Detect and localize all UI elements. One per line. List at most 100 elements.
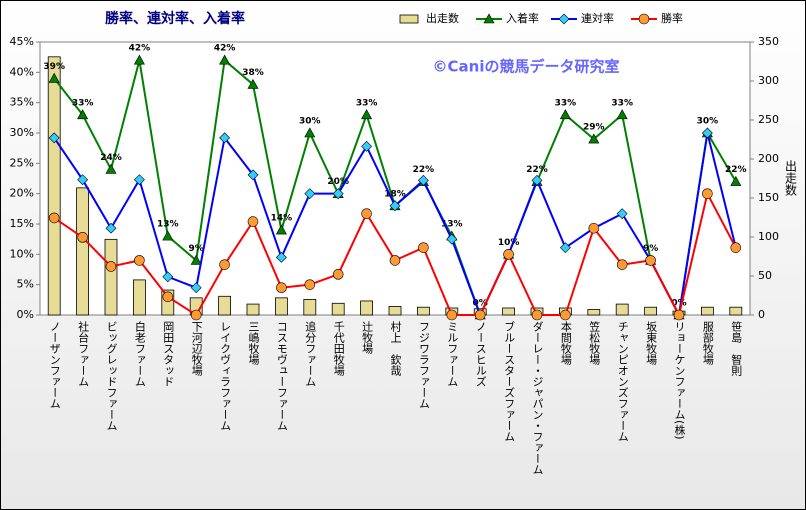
data-label: 13% [157,220,179,230]
y2-tick-label: 250 [758,113,779,126]
marker [389,200,401,212]
marker [275,251,287,263]
marker [446,233,458,245]
plot-area [39,41,751,316]
marker [105,261,117,272]
marker [275,224,287,235]
x-tick-label: 服部牧場 [701,321,714,366]
x-tick-label: 白老ファーム [133,320,146,387]
x-tick-label: 本間牧場 [559,320,572,366]
x-tick-label: ダーレー・ジャパン・ファーム [531,321,544,475]
x-tick-label: 下河辺牧場 [190,321,203,377]
y-tick-label: 35% [10,96,34,109]
marker [361,140,373,152]
bar [303,298,317,316]
marker [105,163,117,174]
x-tick-label: フジワラファーム [417,321,430,409]
data-label: 0% [473,299,488,309]
marker [616,208,628,220]
marker [446,309,458,321]
data-label: 30% [697,117,719,127]
legend-label: 出走数 [426,11,459,25]
marker [531,174,543,186]
x-tick-label: 社台ファーム [77,320,90,387]
bar [132,279,146,316]
chart-title: 勝率、連対率、入着率 [105,10,245,27]
data-label: 42% [214,44,236,54]
marker [531,309,543,321]
marker [190,282,202,294]
marker [332,269,344,280]
x-tick-label: 笹島 智則 [730,321,743,377]
legend-marker [558,13,570,25]
marker [247,78,259,89]
y2-tick-label: 300 [758,74,779,87]
data-label: 33% [356,98,378,108]
x-tick-label: コスモヴューファーム [275,321,288,431]
marker [560,309,571,321]
data-label: 22% [413,165,435,175]
data-label: 38% [242,68,264,78]
bar [274,297,288,316]
y-tick-label: 5% [17,278,34,291]
marker [645,255,656,266]
data-label: 24% [100,153,122,163]
marker [134,255,145,266]
marker [474,309,486,321]
marker [219,132,231,144]
x-tick-label: チャンピオンズファーム [616,321,629,442]
marker [304,279,316,290]
marker [190,309,202,321]
bar [388,306,402,316]
marker [389,255,401,266]
bar [644,306,657,316]
bar [729,306,743,316]
x-tick-label: 追分ファーム [304,320,317,387]
y-tick-label: 30% [10,126,34,139]
marker [701,127,713,139]
data-label: 33% [555,98,577,108]
x-tick-label: ビッグレッドファーム [105,321,118,431]
marker [162,271,174,283]
marker [48,72,60,83]
marker [162,291,174,303]
x-tick-label: レイクヴィラファーム [219,321,232,431]
data-label: 0% [671,299,686,309]
x-tick-label: ブルースターズファーム [503,320,516,442]
bar [360,300,374,316]
marker [219,54,231,65]
y-tick-label: 45% [10,35,34,48]
data-label: 33% [72,98,94,108]
marker [247,169,259,181]
legend-marker [638,13,650,25]
data-label: 30% [299,117,321,127]
x-tick-label: 岡田スタッド [162,321,175,387]
bar [615,303,629,316]
y-tick-label: 0% [17,308,34,321]
marker [702,188,713,199]
legend-swatch [399,14,419,24]
marker [162,230,174,241]
data-label: 9% [189,244,204,254]
y2-tick-label: 200 [758,152,779,165]
x-tick-label: 千代田牧場 [332,321,345,377]
y-tick-label: 15% [10,217,34,230]
data-label: 20% [327,177,349,187]
x-tick-label: リョーケンファーム(株) [673,321,686,440]
data-label: 22% [526,165,548,175]
bar [701,306,714,316]
watermark: ©Caniの競馬データ研究室 [433,58,620,76]
x-tick-label: 坂東牧場 [645,321,658,366]
marker [77,232,88,243]
marker [304,127,316,138]
y2-tick-label: 0 [758,308,765,321]
y-tick-label: 10% [10,247,34,260]
y2-tick-label: 100 [758,230,779,243]
data-label: 10% [498,238,520,248]
x-tick-label: ノースヒルズ [474,321,487,387]
marker [559,242,571,254]
y2-axis-title: 出走数 [784,160,798,197]
legend-marker [483,13,495,24]
